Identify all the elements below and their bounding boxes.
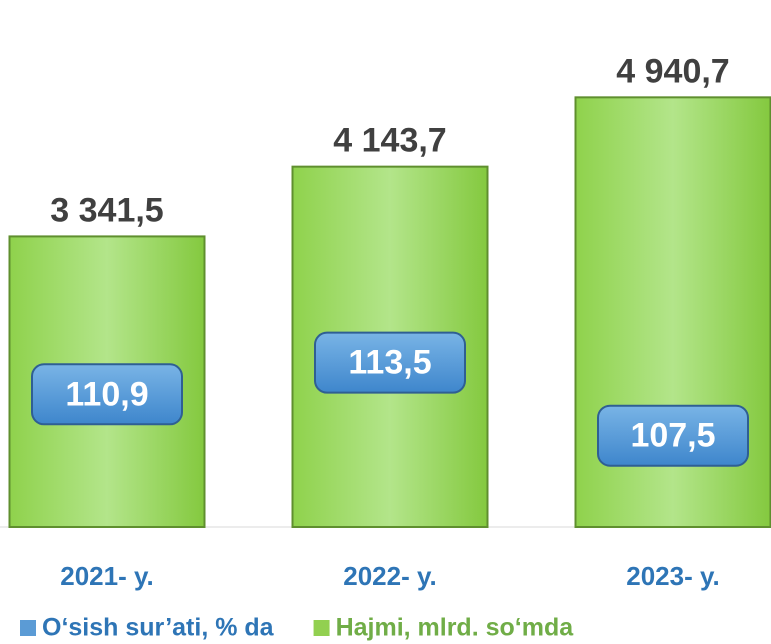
data-label: 4 143,7 <box>333 122 446 160</box>
x-tick-label: 2021- y. <box>60 561 153 591</box>
data-label: 107,5 <box>630 417 715 455</box>
legend-label: Hajmi, mlrd. so‘mda <box>336 614 575 642</box>
data-label: 110,9 <box>65 375 148 413</box>
legend-swatch <box>20 620 36 636</box>
rate-box <box>597 404 749 467</box>
rate-box <box>314 331 466 394</box>
rate-box <box>31 363 183 426</box>
x-tick-label: 2023- y. <box>626 561 719 591</box>
legend-label: O‘sish sur’ati, % da <box>42 614 275 642</box>
data-label: 4 940,7 <box>616 52 729 90</box>
data-label: 113,5 <box>348 344 431 382</box>
legend-swatch <box>313 620 330 636</box>
data-label: 3 341,5 <box>50 191 163 229</box>
x-tick-label: 2022- y. <box>343 561 436 591</box>
